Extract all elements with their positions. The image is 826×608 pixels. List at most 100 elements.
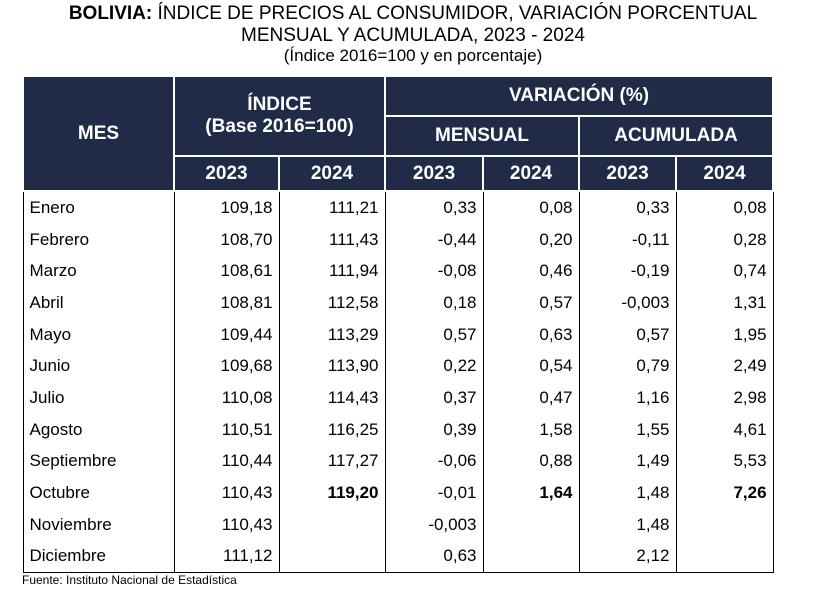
value-cell: 4,61 [675,413,774,446]
value-cell: 119,20 [278,477,386,509]
value-cell: 0,54 [482,350,580,383]
value-cell: 110,51 [173,413,280,446]
value-cell: 1,95 [675,318,774,351]
value-cell: 0,20 [482,223,580,256]
value-cell: 2,49 [675,350,774,383]
month-cell: Octubre [22,477,175,509]
table-row: Octubre 110,43 119,20 -0,01 1,64 1,48 7,26 [22,477,774,509]
value-cell: 0,47 [482,382,580,414]
value-cell: 1,16 [578,382,677,414]
table-row: Septiembre 110,44 117,27 -0,06 0,88 1,49 5,53 [22,445,774,478]
value-cell [278,508,386,541]
value-cell: 0,79 [578,350,677,383]
value-cell: -0,19 [578,255,677,288]
value-cell: 110,43 [173,508,280,541]
year-header: 2023 [578,155,678,192]
month-cell: Septiembre [22,445,175,478]
value-cell: 5,53 [675,445,774,478]
value-cell: -0,06 [384,445,484,478]
cpi-table: MES ÍNDICE (Base 2016=100) VARIACIÓN (%) … [22,75,775,574]
value-cell: 111,94 [278,255,386,288]
table-row: Noviembre 110,43 -0,003 1,48 [22,508,774,541]
value-cell: 111,12 [173,540,280,574]
month-cell: Noviembre [22,508,175,541]
title-line: (Índice 2016=100 y en porcentaje) [283,46,543,65]
header-cell: VARIACIÓN (%) [384,75,775,117]
value-cell: -0,11 [578,223,677,256]
value-cell: 0,57 [482,287,580,319]
year-header: 2023 [173,155,280,192]
value-cell: 114,43 [278,382,386,414]
month-cell: Febrero [22,223,175,256]
value-cell: 0,33 [384,191,484,224]
table-row: Febrero 108,70 111,43 -0,44 0,20 -0,11 0,28 [22,223,774,256]
value-cell: 1,48 [578,477,677,509]
value-cell: 109,44 [173,318,280,351]
value-cell: 109,18 [173,191,280,224]
value-cell: 0,33 [578,191,677,224]
value-cell: 7,26 [675,477,774,509]
value-cell: 113,90 [278,350,386,383]
value-cell: 0,18 [384,287,484,319]
value-cell: 108,61 [173,255,280,288]
value-cell: 0,63 [384,540,484,574]
value-cell: 109,68 [173,350,280,383]
month-cell: Julio [22,382,175,414]
value-cell: 0,46 [482,255,580,288]
header-cell: ACUMULADA [578,115,775,157]
value-cell: -0,08 [384,255,484,288]
value-cell: 1,58 [482,413,580,446]
table-row: Enero 109,18 111,21 0,33 0,08 0,33 0,08 [22,191,774,224]
country: BOLIVIA: [68,3,153,24]
title-line: ÍNDICE DE PRECIOS AL CONSUMIDOR, VARIACI… [157,3,758,24]
value-cell: 1,48 [578,508,677,541]
value-cell: 112,58 [278,287,386,319]
value-cell: 108,81 [173,287,280,319]
table-row: Agosto 110,51 116,25 0,39 1,58 1,55 4,61 [22,413,774,446]
month-cell: Marzo [22,255,175,288]
month-cell: Agosto [22,413,175,446]
source: Fuente: Instituto Nacional de Estadístic… [22,573,237,587]
value-cell: -0,003 [384,508,484,541]
table-row: Marzo 108,61 111,94 -0,08 0,46 -0,19 0,74 [22,255,774,288]
value-cell: 0,74 [675,255,774,288]
value-cell: -0,44 [384,223,484,256]
value-cell: 0,57 [384,318,484,351]
month-cell: Junio [22,350,175,383]
value-cell: 1,55 [578,413,677,446]
year-header: 2024 [482,155,581,192]
header-cell: ÍNDICE (Base 2016=100) [172,75,387,157]
value-cell: -0,01 [384,477,484,509]
value-cell: 108,70 [173,223,280,256]
value-cell: 2,98 [675,382,774,414]
value-cell: 1,49 [578,445,677,478]
table-row: Julio 110,08 114,43 0,37 0,47 1,16 2,98 [22,382,774,414]
value-cell: 113,29 [278,318,386,351]
value-cell [482,540,580,574]
table-row: Junio 109,68 113,90 0,22 0,54 0,79 2,49 [22,350,774,383]
value-cell [278,540,386,574]
header-cell: MENSUAL [384,115,581,157]
value-cell: 111,21 [278,191,386,224]
title: BOLIVIA: ÍNDICE DE PRECIOS AL CONSUMIDOR… [0,3,826,65]
month-cell: Abril [22,287,175,319]
value-cell [675,540,774,574]
value-cell: 110,44 [173,445,280,478]
value-cell: 110,08 [173,382,280,414]
header-cell: MES [22,75,175,192]
value-cell: 117,27 [278,445,386,478]
value-cell: 0,88 [482,445,580,478]
value-cell: 116,25 [278,413,386,446]
value-cell: 110,43 [173,477,280,509]
table-row: Abril 108,81 112,58 0,18 0,57 -0,003 1,31 [22,287,774,319]
value-cell: 0,63 [482,318,580,351]
value-cell: -0,003 [578,287,677,319]
value-cell: 1,64 [482,477,580,509]
value-cell: 0,08 [482,191,580,224]
month-cell: Diciembre [22,540,175,574]
value-cell: 0,37 [384,382,484,414]
header-text: (Base 2016=100) [205,116,354,137]
value-cell: 111,43 [278,223,386,256]
value-cell: 0,39 [384,413,484,446]
table-row: Diciembre 111,12 0,63 2,12 [22,540,774,574]
